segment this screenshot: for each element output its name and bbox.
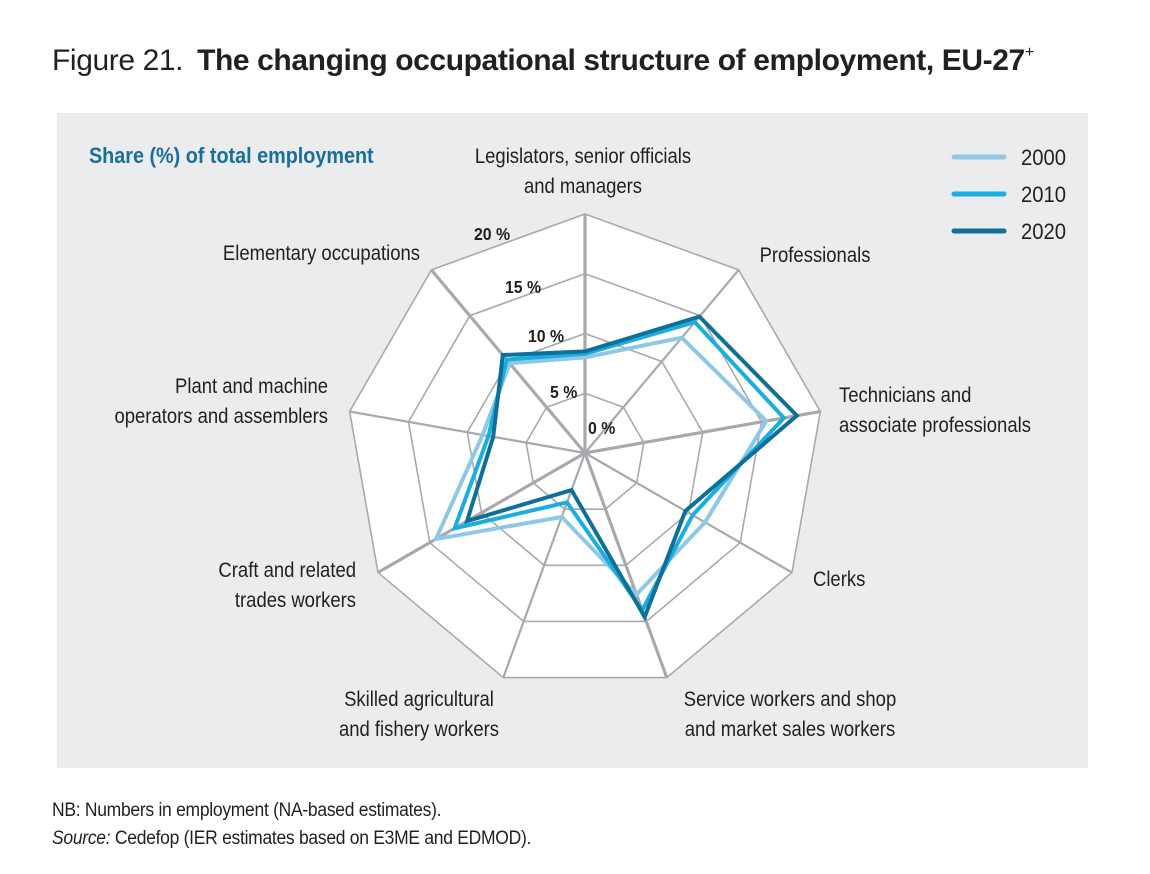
legend: 2000 2010 2020 bbox=[951, 146, 1066, 244]
source-label: Source: bbox=[52, 828, 111, 849]
grid-ring-20 bbox=[348, 213, 822, 679]
category-label: Service workers and shop and market sales… bbox=[684, 688, 896, 741]
category-label-line: and fishery workers bbox=[339, 718, 499, 741]
category-label-line: trades workers bbox=[235, 589, 356, 612]
legend-label-2010: 2010 bbox=[1021, 183, 1066, 207]
category-label: Clerks bbox=[813, 568, 865, 591]
category-label-line: Plant and machine bbox=[175, 375, 328, 398]
figure-number: Figure 21. bbox=[52, 44, 184, 77]
r-tick-label: 5 % bbox=[550, 382, 577, 402]
category-label-line: and managers bbox=[524, 175, 642, 198]
legend-label-2020: 2020 bbox=[1021, 220, 1066, 244]
grid-spoke bbox=[584, 269, 740, 454]
category-labels: Legislators, senior officials and manager… bbox=[114, 145, 1031, 741]
grid-spoke bbox=[377, 451, 586, 574]
figure-notes: NB: Numbers in employment (NA-based esti… bbox=[52, 797, 531, 853]
grid-ring-5 bbox=[525, 392, 645, 510]
category-label: Plant and machine operators and assembler… bbox=[114, 375, 328, 428]
category-label-line: Craft and related bbox=[218, 559, 356, 582]
category-label: Craft and related trades workers bbox=[218, 559, 356, 612]
category-label-line: operators and assemblers bbox=[114, 405, 328, 428]
category-label-line: Service workers and shop bbox=[684, 688, 896, 711]
category-label: Elementary occupations bbox=[223, 242, 420, 265]
chart-subtitle: Share (%) of total employment bbox=[89, 144, 374, 168]
category-label-line: Legislators, senior officials bbox=[475, 145, 691, 168]
radial-tick-labels: 0 % 5 % 10 % 15 % 20 % bbox=[474, 224, 615, 438]
legend-label-2000: 2000 bbox=[1021, 146, 1066, 170]
source-note: Source: Cedefop (IER estimates based on … bbox=[52, 825, 531, 853]
category-label-line: Technicians and bbox=[839, 384, 971, 407]
category-label: Professionals bbox=[760, 244, 871, 267]
title-superscript: + bbox=[1024, 44, 1034, 61]
r-tick-label: 0 % bbox=[588, 418, 615, 438]
category-label: Skilled agricultural and fishery workers bbox=[339, 688, 499, 741]
grid-spoke bbox=[583, 452, 669, 679]
category-label-line: and market sales workers bbox=[685, 718, 895, 741]
r-tick-label: 20 % bbox=[474, 224, 510, 244]
category-label-line: Professionals bbox=[760, 244, 871, 267]
category-label-line: associate professionals bbox=[839, 414, 1031, 437]
grid-ring-15 bbox=[407, 272, 763, 623]
figure-title: Figure 21. The changing occupational stru… bbox=[52, 44, 1034, 78]
radar-series bbox=[432, 314, 800, 622]
r-tick-label: 15 % bbox=[505, 277, 541, 297]
grid-spoke bbox=[349, 410, 586, 455]
figure-main-title: The changing occupational structure of e… bbox=[197, 44, 1025, 77]
grid-ring-10 bbox=[466, 332, 704, 567]
category-label: Legislators, senior officials and manager… bbox=[475, 145, 691, 198]
category-label-line: Elementary occupations bbox=[223, 242, 420, 265]
category-label-line: Skilled agricultural bbox=[344, 688, 494, 711]
category-label-line: Clerks bbox=[813, 568, 865, 591]
category-label: Technicians and associate professionals bbox=[839, 384, 1031, 437]
nb-note: NB: Numbers in employment (NA-based esti… bbox=[52, 800, 442, 821]
series-2020 bbox=[464, 314, 800, 622]
grid-spoke bbox=[584, 452, 793, 574]
source-text: Cedefop (IER estimates based on E3ME and… bbox=[110, 828, 532, 849]
r-tick-label: 10 % bbox=[528, 326, 564, 346]
